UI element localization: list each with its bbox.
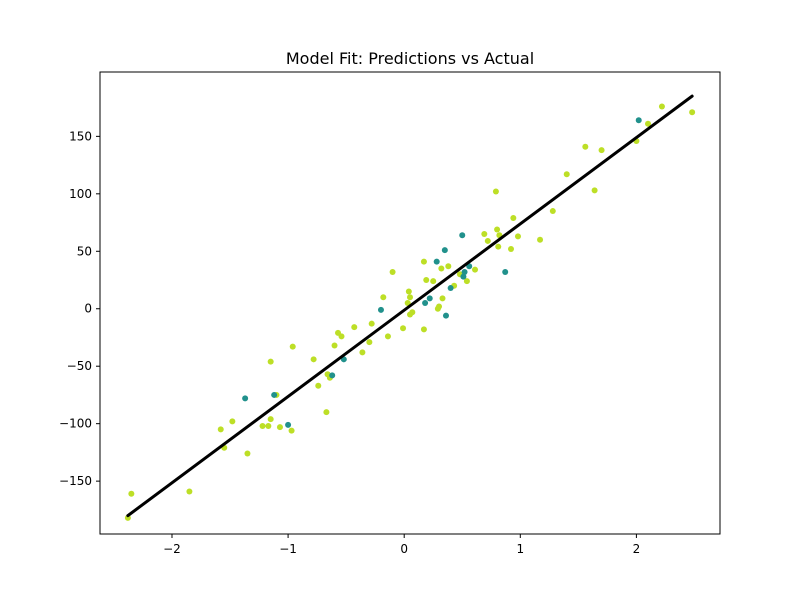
data-point-a (128, 490, 135, 497)
chart-title: Model Fit: Predictions vs Actual (286, 49, 534, 68)
data-point-a (244, 450, 251, 457)
data-point-a (229, 418, 236, 425)
data-point-a (510, 214, 517, 221)
data-point-a (582, 143, 589, 150)
data-point-a (186, 488, 193, 495)
data-point-a (549, 208, 556, 215)
data-point-b (329, 372, 336, 379)
data-point-a (492, 188, 499, 195)
data-point-a (598, 147, 605, 154)
data-point-a (438, 265, 445, 272)
data-point-a (259, 422, 266, 429)
data-point-a (494, 226, 501, 233)
data-point-a (366, 339, 373, 346)
data-point-a (420, 326, 427, 333)
data-point-a (276, 424, 283, 431)
fit-line (126, 94, 694, 518)
axes-layer: −2 −1 0 1 2 −150 −100 −50 0 50 100 150 (59, 71, 721, 556)
data-point-b (433, 258, 440, 265)
x-tick-label: 1 (516, 542, 524, 556)
data-point-b (502, 268, 509, 275)
data-point-a (404, 300, 411, 306)
data-point-b (447, 285, 454, 292)
y-tick-label: 100 (69, 187, 92, 201)
data-point-b (460, 273, 467, 280)
data-point-a (436, 303, 443, 310)
data-point-b (441, 247, 448, 254)
data-point-a (217, 426, 224, 433)
data-point-a (445, 263, 452, 270)
data-point-a (495, 243, 502, 250)
data-point-a (315, 382, 322, 389)
data-point-a (384, 333, 391, 340)
x-tick-label: −1 (279, 542, 297, 556)
data-point-a (514, 233, 521, 240)
x-tick-label: 2 (633, 542, 641, 556)
data-point-a (430, 278, 437, 285)
data-point-b (459, 232, 466, 239)
data-point-a (645, 120, 652, 127)
data-point-a (267, 416, 274, 423)
data-point-b (461, 268, 468, 275)
data-point-b (422, 300, 429, 306)
data-point-a (338, 333, 345, 340)
data-point-a (508, 245, 515, 252)
data-point-b (635, 117, 642, 124)
data-point-a (368, 320, 375, 327)
data-point-a (472, 266, 479, 273)
data-point-b (377, 306, 384, 313)
data-point-b (426, 295, 433, 302)
x-tick-label: 0 (400, 542, 408, 556)
y-tick-label: −50 (67, 359, 92, 373)
data-point-a (400, 325, 407, 332)
data-point-b (442, 312, 449, 319)
data-point-a (310, 356, 317, 363)
data-point-a (380, 294, 387, 301)
data-point-a (389, 268, 396, 275)
data-point-a (289, 343, 296, 350)
plot-frame (99, 71, 721, 535)
points-layer (124, 103, 696, 521)
data-point-a (658, 103, 665, 110)
data-point-a (423, 277, 430, 284)
data-point-a (439, 295, 446, 302)
data-point-a (331, 342, 338, 349)
y-tick-label: −100 (59, 417, 92, 431)
data-point-a (409, 309, 416, 316)
data-point-a (407, 294, 413, 301)
data-point-a (484, 237, 491, 244)
x-tick-label: −2 (163, 542, 181, 556)
data-point-a (689, 109, 696, 116)
data-point-a (288, 427, 295, 434)
data-point-a (420, 258, 427, 265)
y-tick-label: 50 (77, 244, 92, 258)
data-point-b (242, 395, 249, 402)
data-point-a (537, 236, 544, 243)
data-point-a (591, 187, 598, 194)
data-point-a (124, 514, 131, 521)
y-tick-label: −150 (59, 474, 92, 488)
data-point-a (359, 349, 366, 356)
data-point-a (563, 171, 570, 178)
data-point-a (267, 358, 274, 365)
y-tick-label: 0 (84, 302, 92, 316)
data-point-a (405, 288, 412, 295)
data-point-b (271, 391, 278, 398)
data-point-a (265, 422, 272, 429)
data-point-a (351, 324, 358, 331)
data-point-b (285, 421, 292, 428)
data-point-a (463, 278, 470, 285)
data-point-a (481, 231, 488, 238)
data-point-a (323, 409, 330, 416)
fit-line-layer (126, 94, 694, 518)
y-tick-label: 150 (69, 129, 92, 143)
